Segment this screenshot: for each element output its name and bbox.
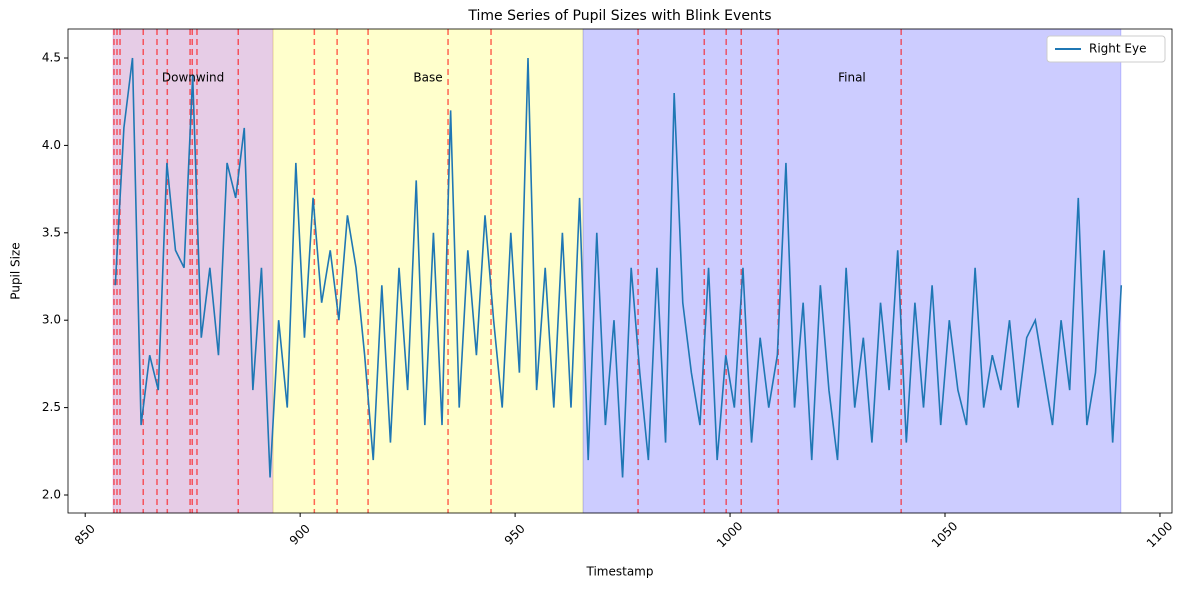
phase-label: Final	[838, 71, 866, 85]
phase-span	[272, 28, 584, 514]
phase-span	[582, 28, 1122, 514]
y-tick-label: 2.0	[42, 487, 61, 501]
y-tick-label: 2.5	[42, 400, 61, 414]
y-tick-label: 4.5	[42, 51, 61, 65]
y-tick-label: 4.0	[42, 138, 61, 152]
y-tick-label: 3.0	[42, 313, 61, 327]
y-tick-label: 3.5	[42, 225, 61, 239]
phase-label: Base	[413, 71, 442, 85]
x-tick-label: 1050	[929, 519, 960, 550]
x-tick-label: 1100	[1144, 519, 1175, 550]
x-axis-label: Timestamp	[586, 565, 654, 579]
legend-box	[1046, 35, 1166, 63]
data-line	[114, 57, 1123, 478]
legend-label: Right Eye	[1089, 42, 1146, 56]
plot-frame	[67, 28, 1173, 514]
x-tick-label: 950	[502, 522, 528, 548]
x-tick-label: 1000	[714, 519, 745, 550]
chart-title: Time Series of Pupil Sizes with Blink Ev…	[467, 8, 771, 24]
x-tick-label: 900	[287, 522, 313, 548]
x-tick-label: 850	[72, 522, 98, 548]
y-axis-label: Pupil Size	[9, 242, 23, 299]
